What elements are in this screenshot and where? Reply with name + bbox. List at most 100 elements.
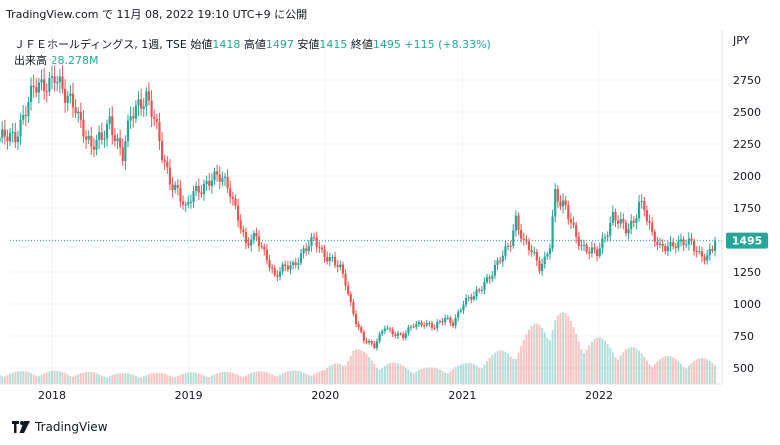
candle-body [276, 275, 279, 277]
candle-body [297, 263, 300, 265]
candle-body [669, 242, 672, 247]
volume-bar [669, 356, 672, 384]
candle-body [87, 135, 90, 140]
volume-bar [407, 369, 410, 384]
candle-body [69, 93, 72, 96]
volume-bar [3, 376, 6, 384]
candle-body [153, 117, 156, 120]
candle-body [326, 257, 329, 262]
candle-body [425, 322, 428, 326]
candle-body [27, 101, 30, 117]
candle-body [150, 100, 153, 118]
volume-bar [14, 371, 17, 384]
candle-body [420, 322, 423, 326]
candle-body [360, 327, 363, 333]
price-tick-label: 2750 [733, 74, 761, 87]
candle-body [713, 240, 717, 251]
volume-bar [200, 374, 203, 384]
candle-body [137, 99, 140, 106]
volume-bar [659, 359, 662, 384]
candle-body [383, 328, 386, 331]
candle-body [672, 242, 675, 247]
candle-body [132, 116, 135, 119]
candle-body [58, 76, 61, 83]
volume-bar [562, 312, 565, 384]
volume-bar [449, 371, 452, 384]
volume-bar [475, 365, 478, 384]
volume-bar [307, 375, 310, 384]
candle-body [202, 184, 206, 194]
candle-body [698, 251, 701, 253]
volume-bar [127, 373, 130, 384]
volume-bar [11, 372, 14, 384]
volume-bar [87, 371, 90, 384]
candle-body [658, 243, 662, 245]
volume-bar [79, 373, 82, 384]
volume-bar [438, 369, 441, 384]
candle-body [176, 184, 179, 188]
candle-body [11, 131, 14, 134]
volume-bar [383, 365, 386, 384]
volume-bar [677, 361, 680, 384]
candle-body [664, 246, 667, 252]
candle-body [305, 248, 308, 251]
candle-body [271, 267, 274, 269]
publisher-name[interactable]: TradingView.com [6, 8, 99, 21]
volume-bar [45, 372, 48, 384]
volume-bar [638, 350, 641, 384]
volume-bar [98, 374, 101, 384]
candle-body [111, 116, 114, 136]
candle-body [145, 91, 148, 107]
footer[interactable]: TradingView [12, 420, 108, 434]
candle-body [24, 115, 27, 117]
volume-label: 出来高 [14, 54, 47, 67]
candle-body [234, 198, 237, 206]
volume-bar [142, 376, 145, 384]
time-tick-label: 2021 [448, 389, 476, 402]
candle-body [504, 246, 507, 256]
candle-body [333, 256, 337, 266]
volume-bar [19, 371, 22, 384]
candle-body [121, 147, 124, 162]
volume-bar [556, 315, 559, 384]
volume-bar [541, 327, 544, 384]
candle-body [598, 248, 601, 257]
volume-bar [231, 372, 234, 384]
volume-bar [410, 372, 413, 384]
volume-bar [64, 373, 67, 384]
candle-body [548, 248, 552, 255]
candle-body [184, 204, 187, 206]
volume-bar [486, 361, 489, 384]
volume-bar [444, 372, 447, 384]
candle-body [530, 250, 533, 252]
candle-body [61, 76, 64, 89]
volume-bar [244, 375, 247, 384]
price-axis: 50075010001250150017502000225025002750 [733, 74, 761, 375]
candle-body [391, 329, 394, 335]
volume-bar [134, 375, 137, 384]
time-tick-label: 2018 [38, 389, 66, 402]
candle-body [580, 245, 583, 247]
candle-body [74, 107, 77, 114]
volume-bar [226, 371, 229, 384]
volume-bar [499, 350, 502, 384]
candle-body [588, 251, 591, 254]
currency-label: JPY [733, 34, 750, 47]
volume-bar [451, 369, 454, 384]
candle-body [538, 260, 541, 272]
candle-body [402, 334, 405, 338]
volume-bar [651, 366, 654, 384]
volume-bar [462, 363, 465, 384]
candle-body [140, 99, 143, 109]
volume-bar [347, 360, 350, 384]
open-label: 始値 [190, 38, 213, 51]
volume-bar [567, 316, 570, 384]
volume-bar [124, 373, 127, 384]
volume-bar [30, 373, 33, 384]
candle-body [365, 340, 368, 343]
volume-bar [320, 370, 323, 384]
candle-body [168, 167, 172, 185]
volume-bar [129, 374, 132, 384]
time-tick-label: 2020 [311, 389, 339, 402]
